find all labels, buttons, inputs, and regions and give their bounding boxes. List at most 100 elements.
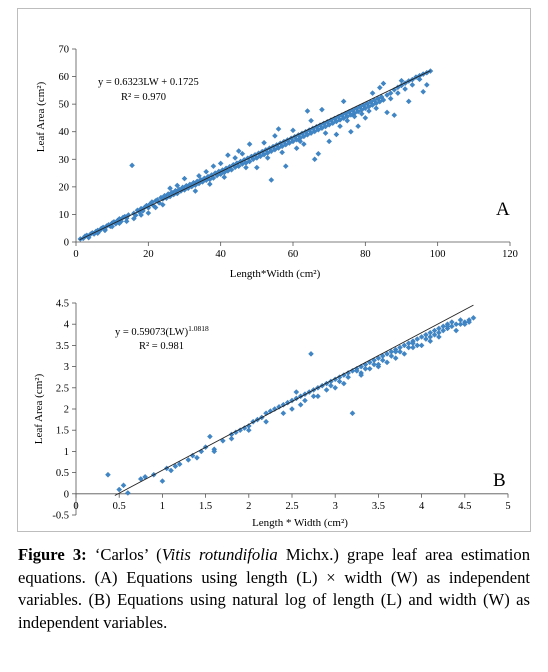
- data-point-b: [461, 321, 468, 328]
- x-tick-label-b: 4: [419, 501, 425, 512]
- data-point-a: [264, 155, 271, 161]
- axes-b: -0.5 0 0.5 1 1.5 2 2.5 3 3.5 4 4.5 0 0.5 1 1.5 2 2.5 3 3.5…: [52, 299, 510, 522]
- data-point-a: [272, 133, 278, 139]
- y-tick-label-b: 1.5: [56, 426, 69, 437]
- y-tick-label-b: 2: [64, 405, 69, 416]
- data-point-b: [414, 342, 421, 349]
- data-point-a: [409, 82, 416, 88]
- data-point-b: [440, 327, 447, 334]
- data-point-b: [388, 353, 395, 359]
- data-point-a: [246, 141, 253, 147]
- data-point-a: [319, 106, 325, 113]
- data-point-a: [373, 105, 379, 112]
- data-point-a: [402, 86, 408, 92]
- data-point-b: [427, 334, 434, 340]
- data-point-a: [109, 223, 115, 230]
- data-point-a: [308, 117, 314, 124]
- data-point-a: [293, 145, 300, 152]
- data-point-b: [220, 437, 226, 444]
- data-point-a: [125, 212, 132, 218]
- data-point-a: [290, 127, 296, 134]
- data-point-b: [470, 315, 477, 321]
- figure-caption: Figure 3: ‘Carlos’ (Vitis rotundifolia M…: [18, 544, 530, 634]
- data-point-b: [228, 435, 235, 442]
- data-point-b: [328, 382, 334, 389]
- data-point-a: [123, 218, 130, 225]
- data-point-b: [280, 410, 287, 417]
- figure-svg: Leaf Area (cm²) Length*Width (cm²) y = 0…: [33, 45, 518, 530]
- data-point-a: [380, 97, 387, 103]
- data-point-a: [181, 175, 188, 182]
- x-tick-label-b: 1: [160, 501, 165, 512]
- data-point-b: [315, 393, 321, 400]
- data-point-b: [289, 406, 295, 412]
- trend-line-a: [79, 70, 431, 241]
- x-tick-label-a: 60: [288, 249, 299, 260]
- data-point-b: [384, 359, 390, 366]
- data-point-a: [405, 98, 412, 105]
- x-tick-label-b: 2.5: [285, 501, 298, 512]
- data-point-a: [275, 126, 282, 132]
- data-point-b: [392, 348, 399, 355]
- data-point-b: [194, 454, 200, 461]
- panel-letter-b: B: [493, 470, 506, 491]
- x-tick-label-a: 40: [215, 249, 226, 260]
- data-point-b: [431, 331, 438, 338]
- y-tick-label-b: 3: [64, 362, 69, 373]
- data-point-a: [196, 173, 202, 179]
- data-point-b: [211, 448, 218, 455]
- trend-line-b: [114, 304, 474, 496]
- data-point-a: [268, 177, 275, 183]
- chart-panel-b: Leaf Area (cm²) Length * Width (cm²) y =…: [33, 299, 511, 530]
- x-tick-label-a: 100: [430, 249, 446, 260]
- data-point-b: [263, 418, 269, 425]
- data-point-b: [207, 433, 213, 440]
- data-point-a: [384, 109, 390, 116]
- data-point-a: [420, 88, 427, 95]
- data-point-a: [337, 123, 343, 130]
- trendline-b: [114, 304, 474, 496]
- data-point-b: [323, 387, 330, 393]
- equation-b-exponent: 1.0818: [188, 324, 209, 333]
- data-point-b: [362, 365, 369, 372]
- data-point-b: [436, 334, 442, 340]
- data-point-b: [168, 467, 174, 474]
- data-point-b: [379, 357, 386, 364]
- caption-text-after: Michx.) grape leaf area estimation equat…: [18, 545, 530, 632]
- data-point-b: [375, 355, 382, 361]
- data-point-b: [172, 463, 179, 470]
- caption-species: Vitis rotundifolia: [161, 545, 278, 564]
- x-tick-label-b: 1.5: [199, 501, 212, 512]
- data-point-a: [322, 130, 329, 136]
- data-point-a: [391, 112, 398, 118]
- data-point-a: [315, 150, 322, 157]
- data-point-a: [380, 80, 387, 87]
- y-tick-label-a: 50: [59, 100, 70, 111]
- y-tick-label-b: 2.5: [56, 383, 69, 394]
- y-tick-label-a: 20: [59, 182, 70, 193]
- data-point-b: [293, 395, 300, 402]
- data-point-a: [152, 204, 159, 211]
- data-point-b: [349, 410, 356, 417]
- data-point-a: [362, 115, 369, 121]
- data-point-b: [125, 490, 131, 496]
- panel-letter-a: A: [496, 199, 510, 220]
- data-point-a: [254, 164, 260, 171]
- r-squared-a: R² = 0.970: [121, 92, 166, 103]
- data-point-a: [340, 98, 347, 105]
- data-point-b: [176, 461, 183, 467]
- trendline-a: [79, 70, 431, 241]
- data-point-b: [341, 372, 347, 378]
- data-point-b: [341, 380, 347, 387]
- x-tick-label-a: 80: [360, 249, 371, 260]
- data-point-a: [348, 128, 354, 135]
- x-tick-label-b: 5: [505, 501, 510, 512]
- data-point-a: [395, 90, 401, 96]
- data-point-b: [397, 348, 403, 355]
- data-point-a: [384, 92, 390, 98]
- equation-b: y = 0.59073(LW)1.0818: [115, 324, 209, 338]
- data-point-a: [207, 181, 213, 187]
- data-point-b: [457, 321, 464, 328]
- y-tick-label-a: 70: [59, 45, 70, 56]
- data-point-a: [129, 162, 135, 169]
